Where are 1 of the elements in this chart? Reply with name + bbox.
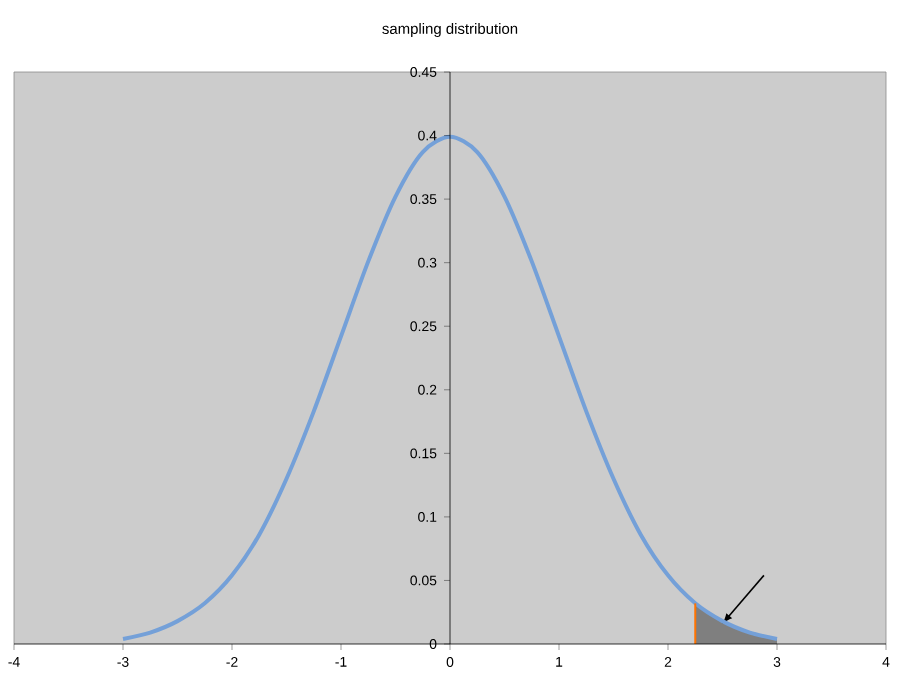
line-series <box>121 134 780 641</box>
